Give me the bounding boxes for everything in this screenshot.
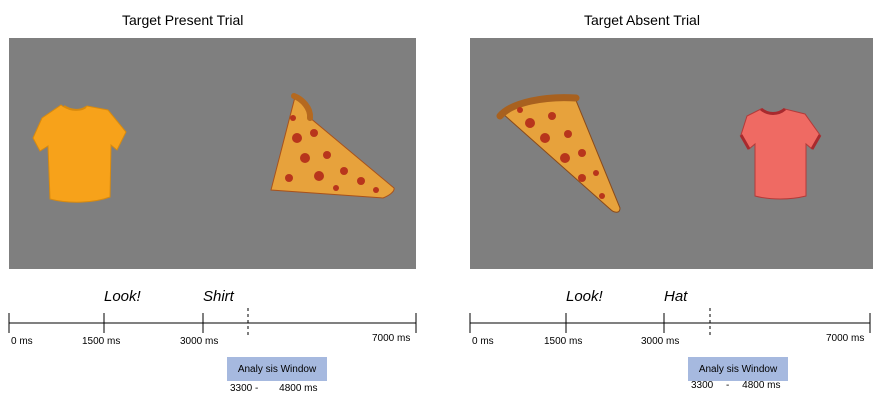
- target-word: Shirt: [203, 288, 234, 305]
- orange-shirt-image: [32, 104, 127, 203]
- panel-target-absent: Target Absent Trial Look! Hat: [462, 0, 873, 394]
- cue-word: Look!: [104, 288, 141, 305]
- target-word: Hat: [664, 288, 688, 305]
- panel-title: Target Absent Trial: [584, 12, 700, 28]
- cue-word: Look!: [566, 288, 603, 305]
- analysis-start: 3300: [691, 380, 714, 391]
- display-items: [496, 94, 822, 213]
- tick-label: 0 ms: [472, 336, 494, 347]
- analysis-window-box: Analy sis Window: [688, 357, 788, 381]
- display-items: [32, 93, 395, 203]
- analysis-window-range: 3300 - 4800 ms: [230, 383, 318, 394]
- tick-label: 0 ms: [11, 336, 33, 347]
- tick-label: 7000 ms: [372, 333, 411, 344]
- display-screen: [9, 38, 416, 269]
- tick-label: 3000 ms: [641, 336, 680, 347]
- analysis-window-box: Analy sis Window: [227, 357, 327, 381]
- analysis-window-range: 3300 - 4800 ms: [691, 380, 781, 391]
- timeline-axis: [8, 308, 417, 335]
- tick-label: 7000 ms: [826, 333, 865, 344]
- tick-label: 3000 ms: [180, 336, 219, 347]
- tick-label: 1500 ms: [544, 336, 583, 347]
- pizza-slice-image: [496, 94, 621, 213]
- analysis-start: 3300 -: [230, 383, 259, 394]
- analysis-end: 4800 ms: [742, 380, 781, 391]
- tick-label: 1500 ms: [82, 336, 121, 347]
- display-screen: [470, 38, 873, 269]
- panel-title: Target Present Trial: [122, 12, 244, 28]
- red-shirt-image: [739, 107, 822, 200]
- pizza-slice-image: [270, 93, 395, 199]
- analysis-dash: -: [726, 380, 730, 391]
- panel-target-present: Target Present Trial Look! Shirt: [0, 0, 430, 394]
- timeline-axis: [469, 308, 871, 335]
- analysis-end: 4800 ms: [279, 383, 318, 394]
